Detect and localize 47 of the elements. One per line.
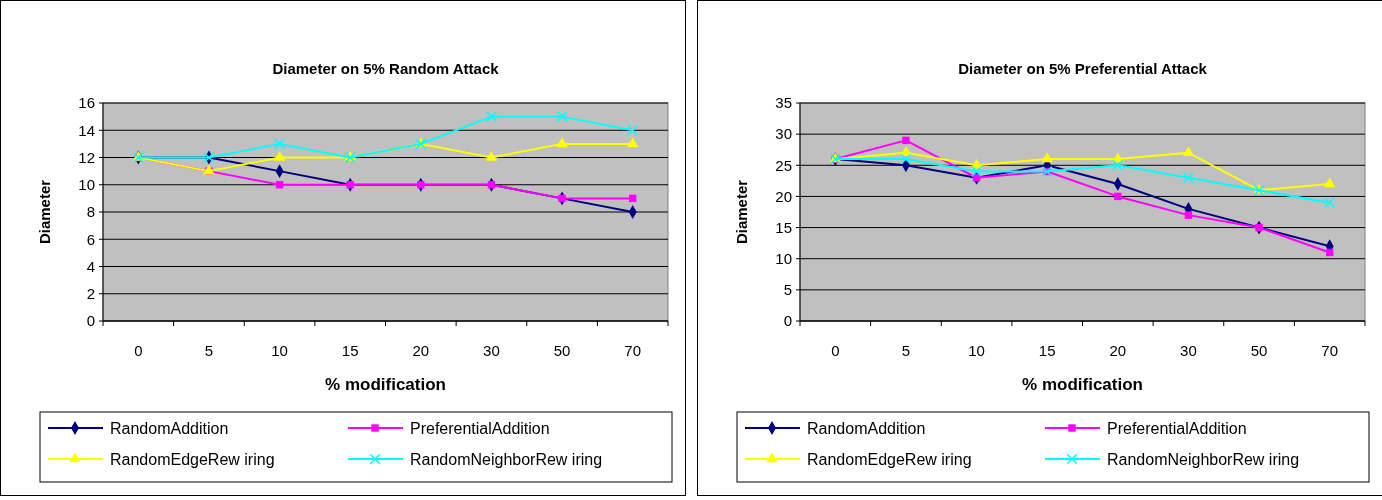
legend-label: RandomAddition bbox=[110, 419, 229, 437]
y-tick-label: 20 bbox=[775, 187, 792, 205]
y-tick-label: 2 bbox=[86, 285, 95, 302]
y-tick-label: 4 bbox=[86, 257, 95, 275]
y-tick-label: 8 bbox=[86, 203, 95, 221]
y-tick-label: 6 bbox=[86, 230, 95, 248]
y-tick-label: 14 bbox=[78, 121, 95, 139]
x-tick-label: 0 bbox=[134, 342, 143, 359]
x-axis-title: % modification bbox=[1022, 375, 1143, 394]
y-axis-title: Diameter bbox=[36, 179, 53, 245]
x-tick-label: 30 bbox=[483, 342, 500, 359]
legend-label: PreferentialAddition bbox=[1107, 419, 1247, 437]
y-tick-label: 0 bbox=[86, 312, 95, 330]
x-tick-label: 15 bbox=[341, 342, 359, 359]
x-tick-label: 50 bbox=[553, 342, 571, 359]
legend-label: RandomNeighborRew iring bbox=[410, 450, 603, 468]
y-axis-title: Diameter bbox=[733, 179, 750, 245]
x-tick-label: 50 bbox=[1250, 342, 1268, 359]
chart-title: Diameter on 5% Random Attack bbox=[272, 60, 500, 77]
x-tick-label: 10 bbox=[968, 342, 985, 359]
legend-label: RandomNeighborRew iring bbox=[1107, 450, 1300, 468]
y-tick-label: 30 bbox=[775, 125, 792, 143]
y-tick-label: 0 bbox=[783, 312, 792, 330]
y-tick-label: 5 bbox=[783, 281, 792, 299]
legend-label: RandomEdgeRew iring bbox=[110, 450, 275, 468]
x-axis-title: % modification bbox=[325, 375, 446, 394]
x-tick-label: 10 bbox=[271, 342, 288, 359]
y-tick-label: 16 bbox=[78, 94, 95, 112]
x-tick-label: 30 bbox=[1180, 342, 1197, 359]
y-tick-label: 10 bbox=[775, 249, 792, 267]
x-tick-label: 5 bbox=[901, 342, 911, 359]
x-tick-label: 0 bbox=[831, 342, 840, 359]
y-tick-label: 15 bbox=[775, 218, 792, 236]
x-tick-label: 5 bbox=[204, 342, 214, 359]
chart-title: Diameter on 5% Preferential Attack bbox=[958, 60, 1208, 77]
y-tick-label: 35 bbox=[775, 94, 792, 112]
x-tick-label: 20 bbox=[1109, 342, 1127, 359]
y-tick-label: 25 bbox=[775, 156, 792, 174]
y-tick-label: 10 bbox=[78, 176, 95, 193]
x-tick-label: 15 bbox=[1038, 342, 1056, 359]
legend-label: PreferentialAddition bbox=[410, 419, 550, 437]
legend-label: RandomAddition bbox=[807, 419, 926, 437]
x-tick-label: 70 bbox=[1321, 342, 1339, 359]
y-tick-label: 12 bbox=[78, 148, 95, 166]
x-tick-label: 70 bbox=[624, 342, 642, 359]
legend-label: RandomEdgeRew iring bbox=[807, 450, 972, 468]
x-tick-label: 20 bbox=[412, 342, 430, 359]
